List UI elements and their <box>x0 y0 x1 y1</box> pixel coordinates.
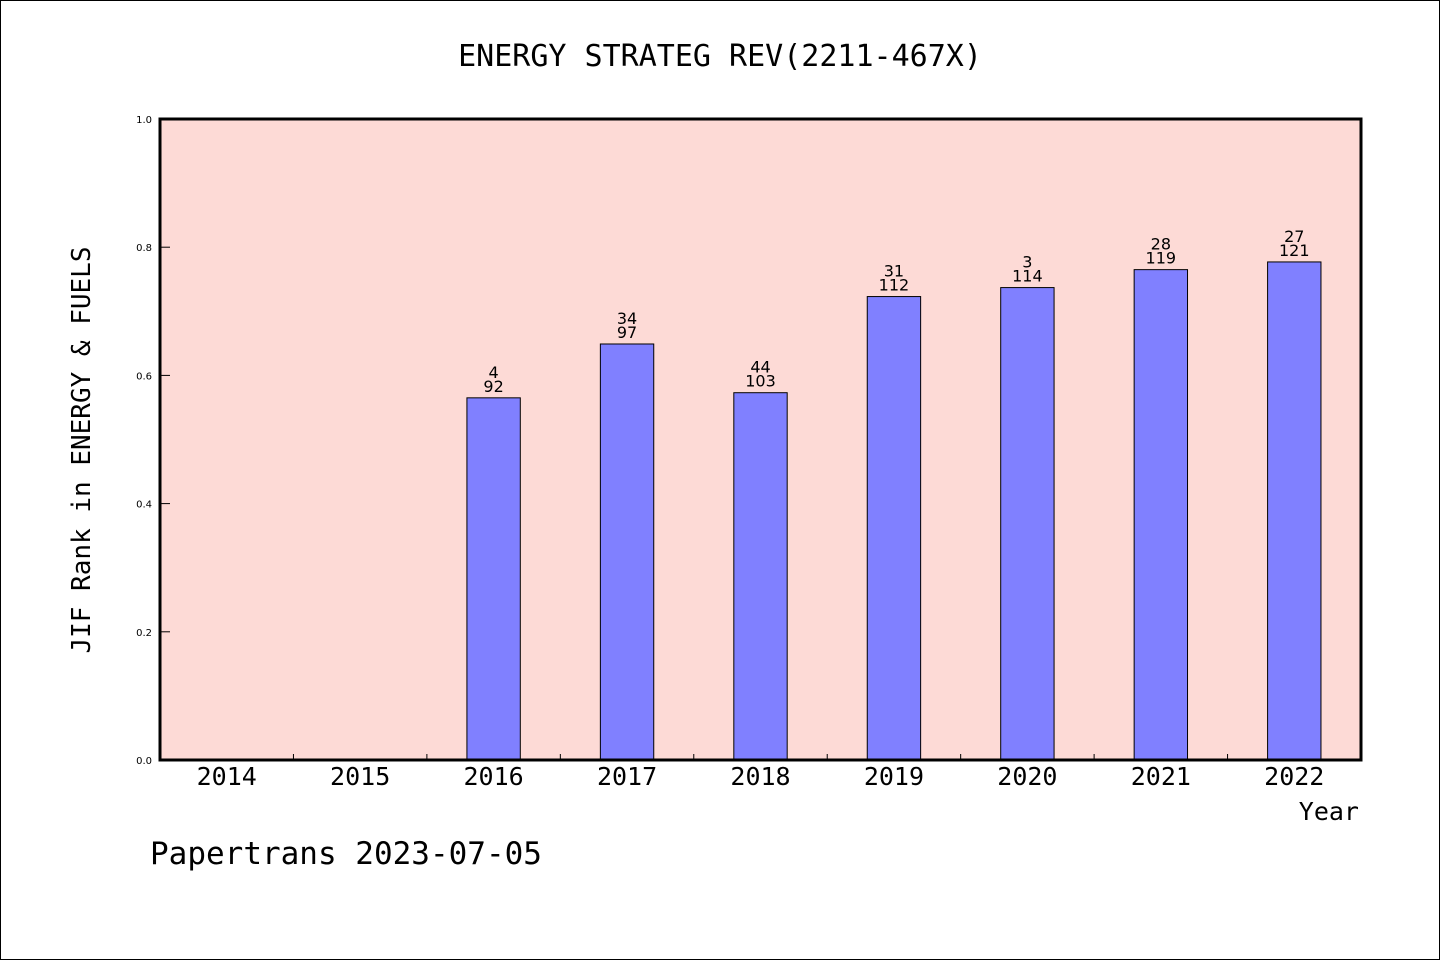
bar-rank-label: 4 <box>489 363 499 382</box>
bar-rank-label: 28 <box>1151 235 1171 254</box>
bar-rank-label: 34 <box>617 309 637 328</box>
y-tick-label: 0.0 <box>136 756 152 767</box>
chart-title: ENERGY STRATEG REV(2211-467X) <box>458 39 982 74</box>
x-tick-label: 2015 <box>330 762 390 791</box>
bar-total-label: 114 <box>1012 267 1043 286</box>
y-tick-label: 1.0 <box>136 115 152 126</box>
bar-rank-label: 44 <box>750 358 770 377</box>
y-tick-label: 0.2 <box>136 628 152 639</box>
bar-rank-label: 3 <box>1022 253 1032 272</box>
x-tick-label: 2019 <box>864 762 924 791</box>
x-axis: 2014 2015 2016 2017 2018 2019 2020 2021 2022 <box>197 754 1324 791</box>
bar-total-label: 121 <box>1279 241 1310 260</box>
x-tick-label: 2018 <box>730 762 790 791</box>
bar-total-label: 92 <box>483 377 503 396</box>
bar-2019 <box>866 296 922 761</box>
x-axis-label: Year <box>1299 797 1359 826</box>
bar-2020 <box>1000 287 1055 761</box>
bar-2021 <box>1133 269 1189 761</box>
x-tick-label: 2021 <box>1131 762 1191 791</box>
bar-rank-label: 27 <box>1284 227 1304 246</box>
bar-2017 <box>599 343 655 761</box>
bar-2018 <box>733 392 788 761</box>
bar-2016 <box>466 397 521 761</box>
bar-total-label: 97 <box>617 323 637 342</box>
x-tick-label: 2020 <box>997 762 1057 791</box>
y-axis: 0.0 0.2 0.4 0.6 0.8 1.0 <box>136 115 170 767</box>
y-tick-label: 0.4 <box>136 500 152 511</box>
y-tick-label: 0.8 <box>136 243 152 254</box>
bar-total-label: 103 <box>745 372 776 391</box>
footer-date-stamp: Papertrans 2023-07-05 <box>150 836 542 872</box>
bar-rank-label: 31 <box>884 262 904 281</box>
x-tick-label: 2016 <box>464 762 524 791</box>
bars-group <box>466 261 1322 761</box>
bar-2022 <box>1267 261 1322 761</box>
plot-border <box>158 117 1363 762</box>
x-tick-label: 2014 <box>197 762 257 791</box>
x-tick-label: 2022 <box>1264 762 1324 791</box>
y-axis-label: JIF Rank in ENERGY & FUELS <box>67 247 97 654</box>
bar-total-label: 112 <box>879 276 910 295</box>
bar-total-label: 119 <box>1146 249 1177 268</box>
x-tick-label: 2017 <box>597 762 657 791</box>
y-tick-label: 0.6 <box>136 371 152 382</box>
